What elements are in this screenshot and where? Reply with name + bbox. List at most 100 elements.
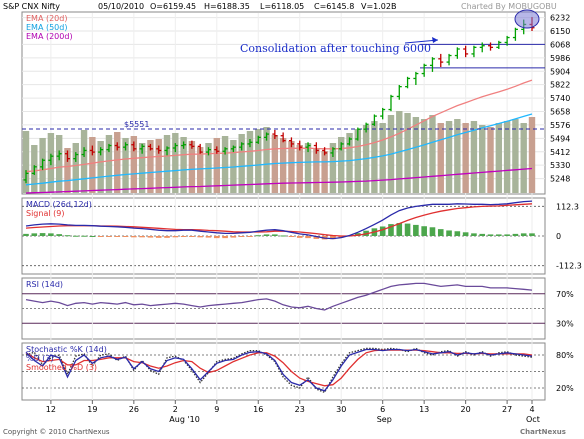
rsi-line	[25, 282, 533, 311]
legend-stoch-smoothed: Smoothed %D (3)	[26, 363, 97, 372]
volume-bar	[221, 136, 229, 193]
price-bars	[23, 17, 535, 184]
ema-lines	[25, 79, 533, 194]
volume-bar	[313, 148, 320, 193]
macd-histogram-bar	[454, 231, 461, 236]
symbol-title: S&P CNX Nifty	[3, 2, 60, 11]
legend-stoch-k: Stochastic %K (14d)	[26, 345, 107, 354]
stoch-smoothed-d-line	[25, 349, 533, 387]
macd-histogram-bar	[155, 236, 162, 238]
macd-histogram-bar	[462, 232, 469, 236]
x-tick-label: 20	[461, 405, 471, 414]
volume-bar	[105, 135, 113, 193]
volume-bar	[255, 129, 262, 193]
macd-histogram-bar	[247, 236, 253, 237]
ema200-line	[25, 167, 533, 194]
volume-bar	[429, 115, 436, 193]
volume-bar	[196, 147, 204, 193]
macd-histogram-bar	[64, 235, 71, 237]
macd-histogram-bar	[496, 234, 502, 236]
macd-histogram-bar	[72, 235, 79, 237]
volume-bar	[213, 138, 220, 193]
charted-by: Charted By MOBUGOBU	[461, 2, 557, 11]
price-tick-label: 5576	[550, 121, 570, 130]
annotation-arrow	[404, 39, 439, 44]
volume-bar	[188, 141, 196, 193]
macd-histogram-bar	[487, 234, 494, 236]
macd-histogram-bar	[139, 236, 145, 238]
legend-ema50: EMA (50d)	[26, 23, 67, 32]
header-low: L=6118.05	[260, 2, 304, 11]
macd-histogram-bar	[230, 236, 237, 238]
macd-histogram-bar	[263, 234, 270, 236]
volume-bar	[487, 127, 494, 193]
ema50-line	[25, 113, 533, 186]
annotation-arrowhead	[432, 37, 438, 43]
macd-histogram-bar	[520, 233, 527, 236]
price-tick-label: 5412	[550, 148, 570, 157]
volume-bar	[22, 131, 30, 193]
macd-histogram-bar	[172, 236, 179, 238]
annotation-text: Consolidation after touching 6000	[240, 42, 431, 55]
volume-bar	[130, 136, 138, 193]
volume-bar	[354, 129, 362, 193]
macd-histogram-bar	[313, 236, 320, 239]
legend-stoch-d: %D (3)	[26, 354, 54, 363]
volume-bar	[180, 137, 187, 193]
highlight-circle	[514, 9, 540, 29]
macd-histogram-bar	[379, 226, 386, 236]
legend-ema20: EMA (20d)	[26, 14, 67, 23]
volume-bar	[479, 125, 486, 193]
x-month-label: Aug '10	[169, 415, 200, 424]
volume-bar	[163, 135, 171, 193]
stoch-k-line	[25, 348, 533, 392]
price-tick-label: 5248	[550, 175, 570, 184]
reference-label: $5551	[124, 120, 149, 129]
header-date: 05/10/2010	[98, 2, 144, 11]
price-tick-label: 5986	[550, 54, 570, 63]
price-tick-label: 6232	[550, 14, 570, 23]
volume-bar	[437, 123, 444, 193]
price-tick-label: 5904	[550, 67, 570, 76]
volume-bar	[279, 138, 287, 193]
macd-histogram-bar	[529, 233, 535, 236]
stochastic-series	[25, 347, 533, 394]
x-tick-label: 6	[380, 405, 385, 414]
volume-bar	[512, 119, 519, 193]
volume-bar	[445, 121, 453, 193]
volume-bar	[404, 113, 411, 193]
stoch-tick-label: 80%	[556, 351, 574, 360]
x-tick-label: 30	[336, 405, 346, 414]
macd-tick-label: -112.3	[556, 262, 582, 271]
volume-bar	[155, 139, 162, 193]
macd-histogram-bar	[413, 224, 419, 236]
y-axis-ticks: 6232 6150 6068 5986 5904 5822 5740 5658 5576 5494…	[550, 14, 582, 393]
macd-histogram-bar	[446, 230, 452, 236]
macd-histogram-bar	[114, 236, 121, 237]
volume-bar	[64, 148, 71, 193]
volume-bar	[338, 137, 345, 193]
volume-bar	[304, 143, 312, 193]
macd-histogram-bar	[48, 233, 54, 236]
macd-histogram-bar	[429, 227, 436, 236]
volume-bar	[503, 121, 511, 193]
legend-macd: MACD (26d,12d)	[26, 200, 92, 209]
macd-histogram-bar	[222, 236, 228, 239]
macd-histogram-bar	[272, 234, 278, 236]
header-close: C=6145.8	[314, 2, 354, 11]
macd-histogram-bar	[97, 236, 104, 237]
volume-bar	[495, 123, 503, 193]
legend-ema200: EMA (200d)	[26, 32, 73, 41]
x-tick-label: 19	[87, 405, 97, 414]
price-tick-label: 5740	[550, 94, 570, 103]
rsi-tick-label: 70%	[556, 290, 574, 299]
volume-bar	[172, 133, 179, 193]
macd-histogram-bar	[338, 236, 345, 238]
macd-histogram-bar	[396, 223, 403, 236]
macd-histogram-bar	[147, 236, 154, 238]
macd-histogram-bar	[388, 224, 394, 236]
macd-histogram-bar	[81, 235, 87, 237]
macd-histogram-bar	[189, 236, 195, 237]
macd-histogram-bar	[437, 229, 444, 236]
